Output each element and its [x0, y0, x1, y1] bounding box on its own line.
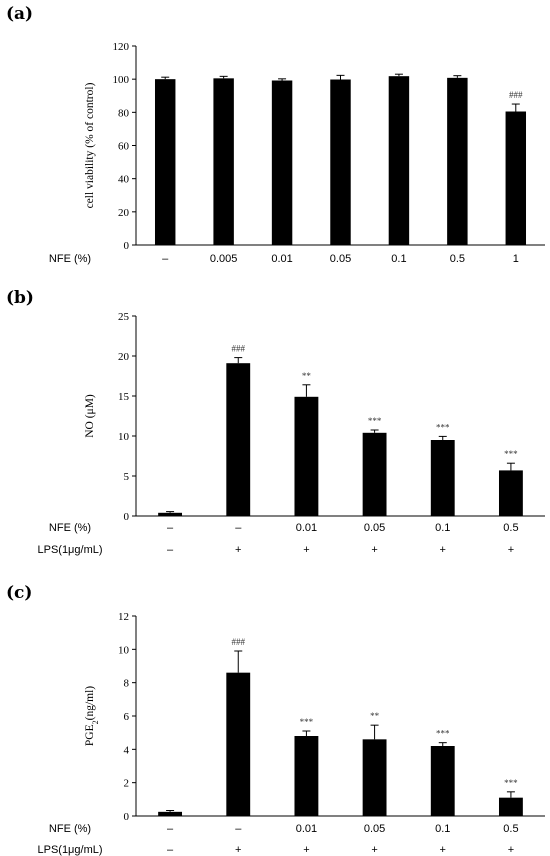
significance-label: ** — [370, 711, 380, 721]
x-category-label: 0.01 — [296, 522, 317, 534]
y-tick-label: 20 — [118, 207, 130, 219]
x-category-label: – — [167, 823, 174, 835]
x-category-label: + — [508, 844, 514, 856]
x-category-label: 1 — [513, 253, 519, 265]
x-category-label: + — [235, 544, 241, 556]
x-category-label: – — [167, 844, 174, 856]
chart-panel-0: (a) 0 20 40 60 80 100 120 cell viability (% of c… — [6, 4, 545, 265]
x-category-label: + — [371, 844, 377, 856]
x-category-label: 0.5 — [503, 522, 518, 534]
bar — [498, 470, 523, 516]
row-label: LPS(1μg/mL) — [37, 544, 102, 556]
significance-label: ### — [232, 344, 246, 354]
panel-label: (b) — [6, 288, 34, 308]
x-category-label: – — [167, 522, 174, 534]
x-category-label: – — [167, 544, 174, 556]
x-category-label: + — [440, 544, 446, 556]
panel-label: (a) — [6, 4, 33, 24]
y-tick-label: 0 — [124, 811, 130, 823]
x-category-label: 0.1 — [435, 823, 450, 835]
y-tick-label: 10 — [118, 644, 130, 656]
chart-panel-2: (c)024681012PGE2(ng/ml)###***********NFE… — [6, 583, 545, 856]
x-category-label: 0.1 — [435, 522, 450, 534]
x-category-label: 0.05 — [364, 823, 385, 835]
row-label: NFE (%) — [49, 522, 91, 534]
bar — [430, 440, 455, 516]
y-tick-label: 6 — [124, 711, 130, 723]
row-label: NFE (%) — [49, 253, 91, 265]
y-tick-label: 8 — [124, 678, 130, 690]
y-tick-label: 25 — [118, 311, 130, 323]
bar — [362, 739, 387, 816]
y-tick-label: 0 — [124, 511, 130, 523]
significance-label: *** — [436, 729, 450, 739]
x-category-label: + — [508, 544, 514, 556]
x-category-label: 0.005 — [210, 253, 238, 265]
significance-label: *** — [368, 416, 382, 426]
x-category-label: – — [235, 522, 242, 534]
y-axis-label: cell viability (% of control) — [84, 82, 96, 208]
y-axis-label: PGE2(ng/ml) — [84, 686, 100, 746]
y-axis-label: NO (μM) — [84, 394, 96, 438]
bar — [362, 432, 387, 516]
panel-label: (c) — [6, 583, 32, 603]
y-tick-label: 20 — [118, 351, 130, 363]
x-category-label: + — [371, 544, 377, 556]
bar — [154, 79, 176, 246]
x-category-label: – — [235, 823, 242, 835]
row-label: NFE (%) — [49, 823, 91, 835]
bar — [158, 512, 183, 516]
y-tick-label: 5 — [124, 471, 130, 483]
x-category-label: + — [440, 844, 446, 856]
y-tick-label: 15 — [118, 391, 130, 403]
y-tick-label: 80 — [118, 107, 130, 119]
significance-label: *** — [436, 422, 450, 432]
bar — [294, 736, 319, 816]
significance-label: *** — [300, 717, 314, 727]
y-tick-label: 100 — [113, 74, 130, 86]
significance-label: *** — [504, 449, 518, 459]
significance-label: *** — [504, 778, 518, 788]
x-category-label: – — [162, 253, 169, 265]
x-category-label: 0.01 — [271, 253, 292, 265]
row-label: LPS(1μg/mL) — [37, 844, 102, 856]
significance-label: ### — [232, 637, 246, 647]
bar — [294, 396, 319, 516]
x-category-label: + — [303, 544, 309, 556]
bar — [498, 797, 523, 816]
bar — [447, 77, 468, 245]
x-category-label: + — [235, 844, 241, 856]
y-tick-label: 10 — [118, 431, 130, 443]
bar — [226, 363, 251, 516]
bar — [505, 111, 527, 245]
y-tick-label: 0 — [124, 240, 130, 252]
y-tick-label: 60 — [118, 141, 130, 153]
x-category-label: 0.5 — [503, 823, 518, 835]
bar — [226, 672, 251, 816]
x-category-label: 0.1 — [391, 253, 406, 265]
y-tick-label: 40 — [118, 174, 130, 186]
x-category-label: 0.05 — [330, 253, 351, 265]
bar — [213, 78, 234, 246]
bar — [271, 80, 293, 245]
x-category-label: 0.05 — [364, 522, 385, 534]
y-tick-label: 4 — [124, 744, 130, 756]
bar — [330, 79, 351, 245]
y-tick-label: 12 — [118, 611, 129, 623]
y-tick-label: 120 — [113, 41, 130, 53]
x-category-label: + — [303, 844, 309, 856]
bar — [430, 746, 455, 816]
y-tick-label: 2 — [124, 778, 130, 790]
bar — [388, 76, 410, 245]
significance-label: ### — [509, 90, 523, 100]
bar — [158, 811, 183, 816]
x-category-label: 0.01 — [296, 823, 317, 835]
x-category-label: 0.5 — [450, 253, 465, 265]
significance-label: ** — [302, 371, 312, 381]
